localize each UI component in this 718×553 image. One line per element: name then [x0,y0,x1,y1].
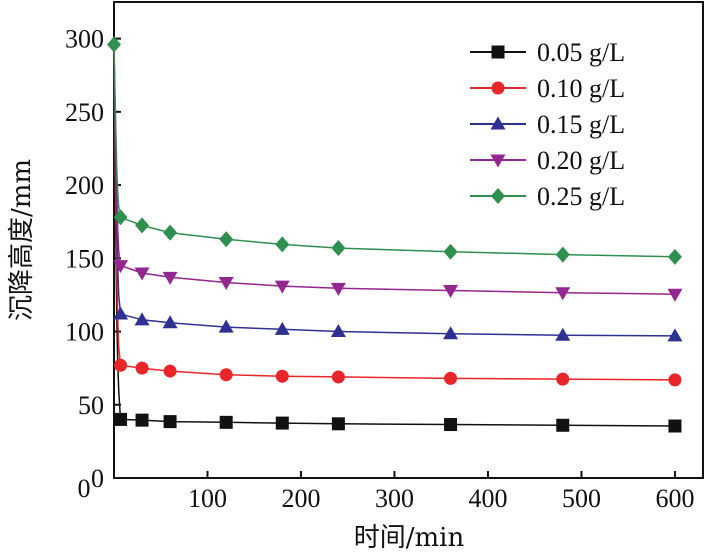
x-tick-label-100: 100 [188,484,227,513]
data-point [107,36,121,53]
data-point [275,369,289,383]
data-point [444,371,458,385]
data-point [556,418,570,432]
data-point [163,224,178,241]
data-point [134,267,150,281]
legend: 0.05 g/L 0.10 g/L 0.15 g/L 0.20 g/L 0.25 g/L [470,38,625,211]
data-point [443,326,459,340]
series-5 [107,36,682,265]
data-point [135,413,149,427]
legend-marker-4 [490,154,506,168]
data-point [667,288,683,302]
data-point [218,276,234,290]
data-point [114,412,128,426]
legend-label-2: 0.10 g/L [537,74,625,103]
y-tick-label-300: 300 [65,25,104,54]
y-tick-label-100: 100 [65,318,104,347]
legend-marker-1 [491,45,505,59]
data-point [330,282,346,296]
y-tick-label-250: 250 [65,98,104,127]
y-tick-label-50: 50 [78,391,104,420]
data-point [114,358,128,372]
data-point [135,217,150,234]
x-tick-label-200: 200 [281,484,320,513]
data-point [113,209,128,226]
data-point [444,418,458,432]
y-axis: 0 50 100 150 200 250 300 [65,25,121,493]
data-point [113,306,129,320]
legend-label-4: 0.20 g/L [537,146,625,175]
legend-marker-3 [490,116,506,130]
data-point [667,328,683,342]
data-point [667,248,682,265]
y-tick-label-0: 0 [91,464,104,493]
data-point [135,361,149,375]
data-point [443,285,459,299]
data-point [331,370,345,384]
x-tick-label-400: 400 [468,484,507,513]
data-point [219,368,233,382]
data-point [275,236,290,253]
data-point [555,246,570,263]
data-point [163,415,177,429]
data-point [443,243,458,260]
x-tick-label-0: 0 [78,474,91,503]
legend-label-1: 0.05 g/L [537,38,625,67]
x-axis: 100 200 300 400 500 600 [188,471,694,513]
data-point [162,271,178,285]
data-point [668,419,682,433]
data-point [219,231,234,248]
data-point [218,319,234,333]
data-point [556,372,570,386]
data-point [134,312,150,326]
x-tick-label-500: 500 [562,484,601,513]
y-tick-label-150: 150 [65,244,104,273]
data-point [274,321,290,335]
data-point [330,324,346,338]
data-point [163,364,177,378]
x-axis-label: 时间/min [354,523,465,553]
x-tick-label-300: 300 [375,484,414,513]
legend-marker-5 [491,188,505,204]
data-point [162,315,178,329]
plot-frame [113,1,704,479]
series-2 [113,44,682,387]
data-point [219,415,233,429]
series-layer [107,36,683,433]
data-point [275,416,289,430]
legend-marker-2 [491,81,505,95]
data-point [331,417,345,431]
data-point [668,373,682,387]
data-point [274,280,290,294]
data-point [113,260,129,274]
data-point [331,240,346,257]
y-axis-label: 沉降高度/mm [7,159,37,321]
x-tick-label-600: 600 [655,484,694,513]
legend-label-5: 0.25 g/L [537,182,625,211]
y-tick-label-200: 200 [65,171,104,200]
data-point [555,287,571,301]
data-point [555,327,571,341]
legend-label-3: 0.15 g/L [537,110,625,139]
